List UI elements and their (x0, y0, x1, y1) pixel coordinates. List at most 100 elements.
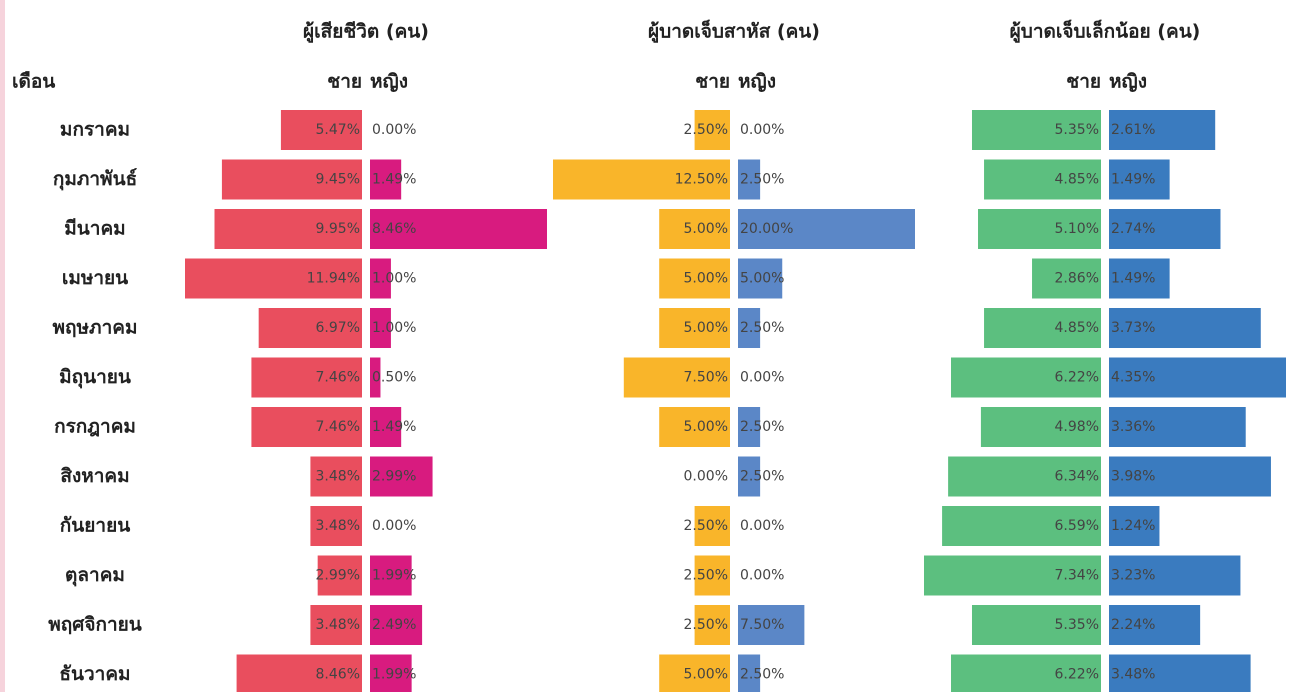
value-label: 3.23% (1111, 568, 1155, 584)
month-label: กันยายน (60, 515, 130, 537)
value-label: 5.00% (684, 667, 728, 683)
value-label: 7.50% (740, 617, 784, 633)
value-label: 20.00% (740, 221, 793, 237)
bar (251, 357, 362, 398)
bar (738, 407, 761, 447)
value-label: 11.94% (307, 271, 360, 287)
legend-label: หญิง (738, 71, 776, 93)
value-label: 8.46% (316, 667, 360, 683)
value-label: 2.61% (1111, 122, 1155, 138)
value-label: 2.86% (1055, 271, 1099, 287)
bar (1109, 555, 1241, 596)
bar (370, 654, 412, 695)
value-label: 5.00% (684, 221, 728, 237)
legend-label: หญิง (370, 71, 408, 93)
month-label: กรกฎาคม (54, 416, 136, 438)
bar (370, 258, 391, 299)
bar (280, 110, 362, 150)
month-label: พฤศจิกายน (48, 614, 142, 636)
bar (1109, 308, 1261, 348)
value-label: 3.73% (1111, 320, 1155, 336)
value-label: 5.00% (684, 419, 728, 435)
value-label: 1.99% (372, 568, 416, 584)
bar (659, 209, 730, 249)
value-label: 4.85% (1055, 320, 1099, 336)
value-label: 3.48% (316, 617, 360, 633)
value-label: 9.95% (316, 221, 360, 237)
value-label: 6.59% (1055, 518, 1099, 534)
bar (694, 110, 730, 150)
value-label: 2.99% (372, 469, 416, 485)
value-label: 6.34% (1055, 469, 1099, 485)
bar (1109, 654, 1251, 695)
value-label: 2.50% (740, 320, 784, 336)
bar (951, 357, 1101, 398)
value-label: 6.22% (1055, 667, 1099, 683)
panel-title: ผู้เสียชีวิต (คน) (303, 21, 429, 44)
legend-label: หญิง (1109, 71, 1147, 93)
month-label: มีนาคม (64, 218, 125, 240)
value-label: 2.49% (372, 617, 416, 633)
bar (659, 654, 730, 695)
bar (951, 654, 1101, 695)
bar (370, 357, 381, 398)
value-label: 3.98% (1111, 469, 1155, 485)
value-label: 0.00% (372, 122, 416, 138)
value-label: 2.50% (684, 617, 728, 633)
bar (1032, 258, 1101, 299)
bar (694, 605, 730, 645)
bar (370, 407, 402, 447)
month-label: พฤษภาคม (53, 317, 138, 339)
value-label: 0.00% (740, 518, 784, 534)
value-label: 0.50% (372, 370, 416, 386)
bar (370, 555, 412, 596)
value-label: 2.24% (1111, 617, 1155, 633)
value-label: 9.45% (316, 172, 360, 188)
bar (370, 308, 391, 348)
bar (659, 258, 730, 299)
value-label: 2.99% (316, 568, 360, 584)
bar (370, 605, 423, 645)
value-label: 0.00% (740, 122, 784, 138)
bar (236, 654, 362, 695)
value-label: 4.98% (1055, 419, 1099, 435)
bar (1109, 258, 1170, 299)
value-label: 8.46% (372, 221, 416, 237)
bar (370, 159, 402, 200)
value-label: 2.50% (740, 172, 784, 188)
bar (948, 456, 1101, 497)
month-label: เมษายน (62, 267, 128, 289)
value-label: 2.50% (684, 568, 728, 584)
value-label: 1.00% (372, 320, 416, 336)
bar (738, 209, 915, 249)
bar (971, 110, 1101, 150)
bar (1109, 456, 1271, 497)
bar (980, 407, 1101, 447)
bar (623, 357, 730, 398)
bar (221, 159, 362, 200)
value-label: 2.50% (740, 469, 784, 485)
value-label: 2.50% (740, 667, 784, 683)
month-label: ตุลาคม (65, 564, 125, 587)
bar (659, 308, 730, 348)
value-label: 5.00% (684, 271, 728, 287)
value-label: 2.74% (1111, 221, 1155, 237)
bar (924, 555, 1101, 596)
month-label: กุมภาพันธ์ (53, 168, 137, 191)
value-label: 3.48% (316, 469, 360, 485)
bar (694, 506, 730, 546)
month-label: มกราคม (60, 119, 130, 141)
bar (971, 605, 1101, 645)
bar (370, 456, 433, 497)
bar (738, 159, 761, 200)
value-label: 2.50% (684, 122, 728, 138)
bar (738, 605, 805, 645)
value-label: 5.35% (1055, 617, 1099, 633)
bar (1109, 605, 1201, 645)
value-label: 5.00% (740, 271, 784, 287)
legend-label: ชาย (695, 71, 730, 93)
bar (214, 209, 362, 249)
bar (185, 258, 362, 299)
value-label: 7.46% (316, 419, 360, 435)
value-label: 4.85% (1055, 172, 1099, 188)
